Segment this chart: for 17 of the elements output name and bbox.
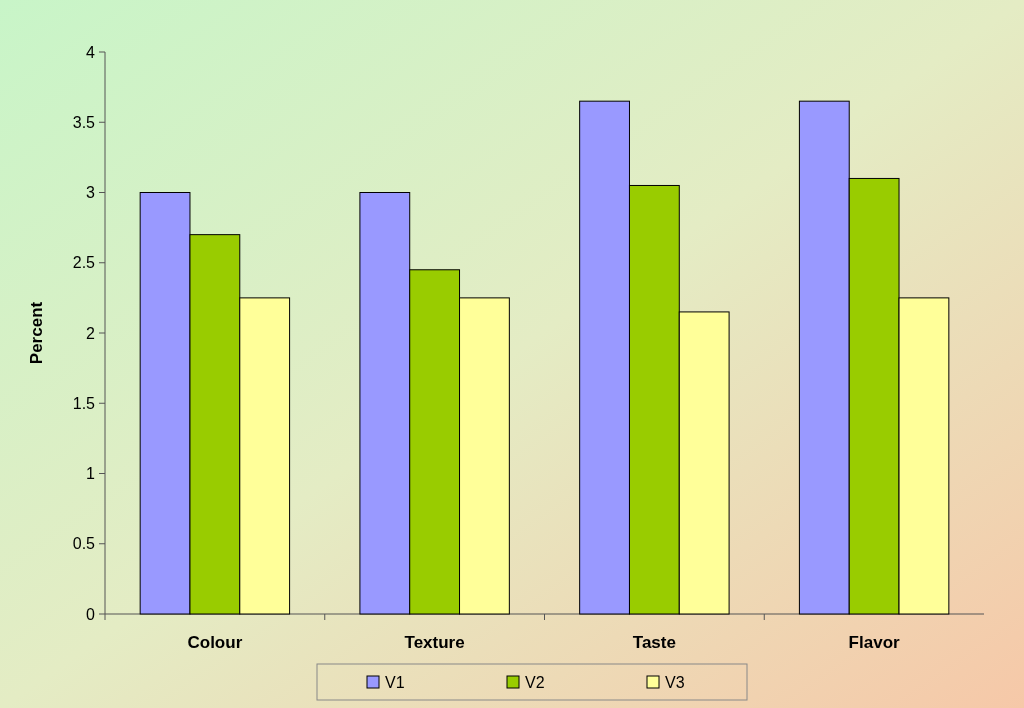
y-tick-label: 1.5: [72, 394, 96, 412]
y-tick-label: 1: [86, 465, 96, 483]
y-tick-label: 2: [86, 324, 96, 342]
x-tick-label: Texture: [404, 633, 465, 652]
x-tick-label: Flavor: [848, 633, 901, 652]
y-tick-label: 3.5: [72, 113, 96, 131]
legend-label: V1: [385, 673, 405, 691]
y-axis-title: Percent: [27, 301, 46, 365]
legend-label: V2: [525, 673, 545, 691]
y-tick-label: 3: [86, 184, 96, 202]
x-tick-label: Colour: [187, 633, 243, 652]
y-tick-label: 2.5: [72, 254, 96, 272]
y-tick-label: 0: [86, 605, 96, 623]
y-tick-label: 4: [86, 43, 96, 61]
y-tick-label: 0.5: [72, 535, 96, 553]
x-tick-label: Taste: [632, 633, 676, 652]
legend-label: V3: [665, 673, 685, 691]
